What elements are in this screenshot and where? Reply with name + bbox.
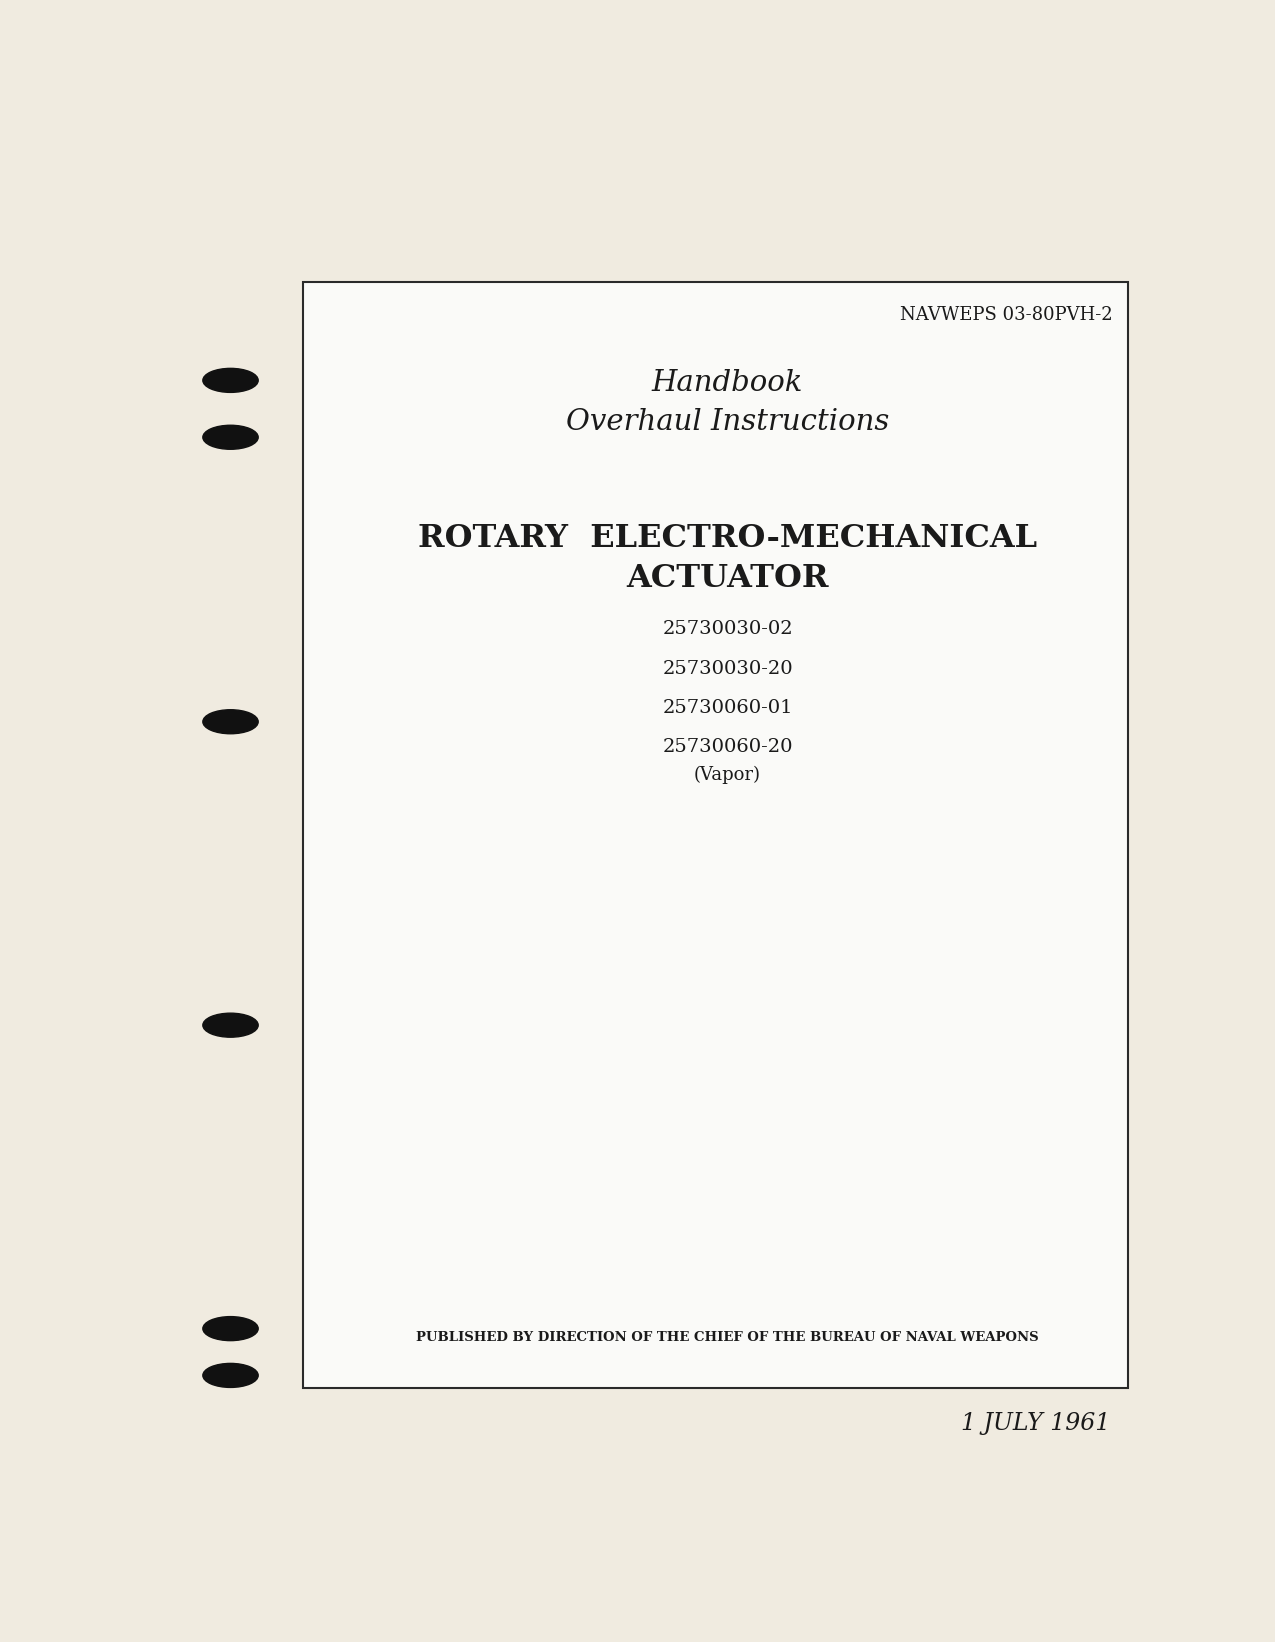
Ellipse shape [203,425,258,450]
Text: 1 JULY 1961: 1 JULY 1961 [960,1412,1111,1435]
Ellipse shape [203,1363,258,1387]
Text: ROTARY  ELECTRO-MECHANICAL: ROTARY ELECTRO-MECHANICAL [418,522,1037,553]
Bar [302,282,1127,1387]
Text: 25730030-02: 25730030-02 [662,621,793,639]
Text: NAVWEPS 03-80PVH-2: NAVWEPS 03-80PVH-2 [900,305,1113,323]
Ellipse shape [203,368,258,392]
Text: Handbook: Handbook [652,369,803,397]
Text: ACTUATOR: ACTUATOR [626,563,829,594]
Text: (Vapor): (Vapor) [694,765,761,783]
Text: 25730060-20: 25730060-20 [662,737,793,755]
Text: Overhaul Instructions: Overhaul Instructions [566,409,889,437]
Text: 25730030-20: 25730030-20 [662,660,793,678]
Ellipse shape [203,709,258,734]
Text: PUBLISHED BY DIRECTION OF THE CHIEF OF THE BUREAU OF NAVAL WEAPONS: PUBLISHED BY DIRECTION OF THE CHIEF OF T… [416,1332,1039,1343]
Ellipse shape [203,1317,258,1340]
Ellipse shape [203,1013,258,1038]
Text: 25730060-01: 25730060-01 [662,699,793,718]
